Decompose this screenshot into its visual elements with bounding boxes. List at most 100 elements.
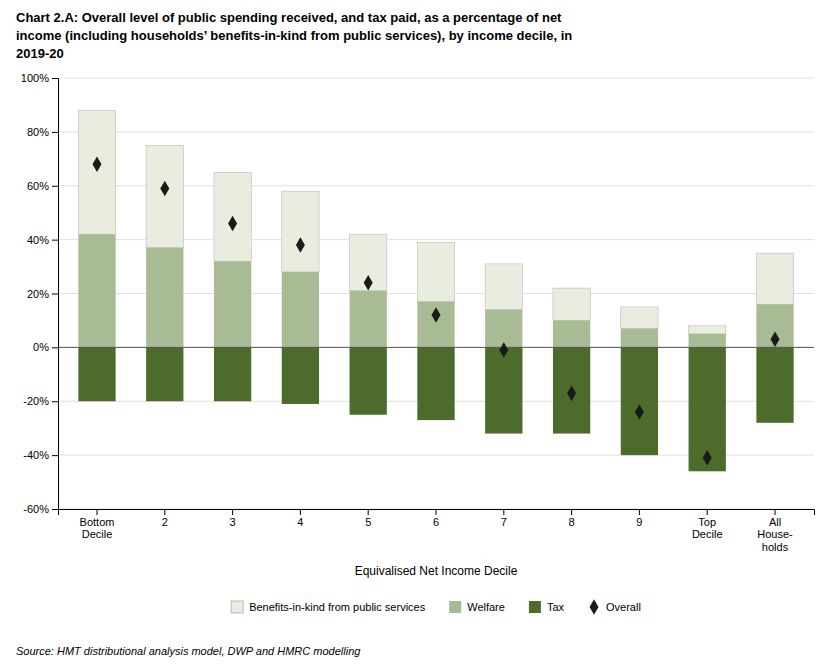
bar (621, 329, 658, 348)
x-tick-label: 4 (297, 516, 303, 528)
y-tick: 40% (27, 234, 58, 246)
y-tick-label: 80% (27, 126, 49, 138)
bar (553, 347, 590, 433)
x-tick-label-line: 5 (365, 516, 371, 528)
x-tick-mark (368, 509, 369, 515)
x-tick-mark (164, 509, 165, 515)
x-tick-label: 6 (433, 516, 439, 528)
x-tick: 5 (365, 509, 371, 528)
bar (485, 310, 522, 348)
bar (146, 248, 183, 348)
x-tick-label: 7 (501, 516, 507, 528)
bar (689, 334, 726, 347)
bar (146, 347, 183, 401)
x-tick: 8 (569, 509, 575, 528)
bar (689, 347, 726, 471)
marks-scatter (92, 156, 779, 465)
x-tick-label: TopDecile (692, 516, 723, 541)
bar (689, 326, 726, 334)
bar-series (78, 347, 793, 471)
bar (417, 242, 454, 301)
grid (58, 78, 814, 509)
bar (485, 264, 522, 310)
x-tick: TopDecile (692, 509, 723, 540)
x-tick-label: 8 (569, 516, 575, 528)
x-tick-mark (503, 509, 504, 515)
bar (78, 110, 115, 234)
chart: Chart 2.A: Overall level of public spend… (0, 0, 834, 669)
title: Chart 2.A: Overall level of public spend… (16, 10, 572, 61)
y-tick: 20% (27, 288, 58, 300)
bar-series (78, 110, 793, 334)
legend-swatch (590, 599, 599, 615)
y-tick: -20% (23, 395, 58, 407)
grid-line (58, 131, 814, 132)
title-line: Chart 2.A: Overall level of public spend… (16, 10, 562, 25)
marks (78, 110, 793, 471)
x-tick-label-line: 2 (162, 516, 168, 528)
bar (417, 302, 454, 348)
bar (78, 234, 115, 347)
y-tick: 80% (27, 126, 58, 138)
x-tick-mark (232, 509, 233, 515)
bar (350, 291, 387, 348)
x-tick-label: 5 (365, 516, 371, 528)
x-tick-label: 2 (162, 516, 168, 528)
y-tick: 100% (21, 72, 58, 84)
marker (703, 450, 712, 466)
y-tick: 60% (27, 180, 58, 192)
x-tick-label-line: Decile (82, 528, 113, 540)
marker (635, 404, 644, 420)
bar (553, 288, 590, 320)
bar (214, 172, 251, 261)
bar (417, 347, 454, 420)
legend-item: Benefits-in-kind from public services (231, 601, 426, 613)
x-tick-label-line: Top (698, 516, 716, 528)
x-tick-mark (571, 509, 572, 515)
marker (228, 216, 237, 232)
grid-line (58, 347, 814, 348)
x-axis-line (59, 510, 815, 516)
x-tick-mark (300, 509, 301, 515)
x-tick-label-line: Bottom (80, 516, 115, 528)
y-axis-line (52, 79, 59, 510)
y-tick-label: -20% (23, 395, 49, 407)
x-tick-label-line: holds (762, 541, 789, 553)
legend-label: Benefits-in-kind from public services (249, 601, 426, 613)
x-tick-label: 3 (230, 516, 236, 528)
y-tick-mark (52, 240, 58, 241)
y-tick: -40% (23, 449, 58, 461)
title-line: 2019-20 (16, 46, 64, 61)
y-tick-mark (52, 347, 58, 348)
bar (621, 347, 658, 455)
bar (350, 234, 387, 291)
marker (92, 156, 101, 172)
bar (756, 347, 793, 422)
plot: -60%-40%-20%0%20%40%60%80%100%BottomDeci… (21, 72, 815, 578)
zero-line (58, 347, 814, 348)
x-tick: 7 (501, 509, 507, 528)
marker (296, 237, 305, 253)
x-axis-title: Equivalised Net Income Decile (355, 564, 518, 578)
legend-item: Tax (529, 601, 565, 613)
x-tick-label-line: 6 (433, 516, 439, 528)
bar (214, 347, 251, 401)
bar (282, 272, 319, 347)
x-tick-label-line: 4 (297, 516, 303, 528)
y-tick-mark (52, 294, 58, 295)
y-tick-label: 60% (27, 180, 49, 192)
y-tick-mark (52, 132, 58, 133)
legend: Benefits-in-kind from public servicesWel… (231, 599, 641, 615)
x-tick-mark (707, 509, 708, 515)
legend-swatch (231, 601, 243, 613)
x-tick: AllHouse-holds (757, 509, 793, 553)
bar (553, 320, 590, 347)
y-tick-label: -60% (23, 503, 49, 515)
bar (756, 304, 793, 347)
x-tick-label-line: Decile (692, 528, 723, 540)
y-axis: -60%-40%-20%0%20%40%60%80%100% (21, 72, 59, 515)
y-tick-label: -40% (23, 449, 49, 461)
x-tick: 6 (433, 509, 439, 528)
marker (364, 275, 373, 291)
y-tick-mark (52, 401, 58, 402)
